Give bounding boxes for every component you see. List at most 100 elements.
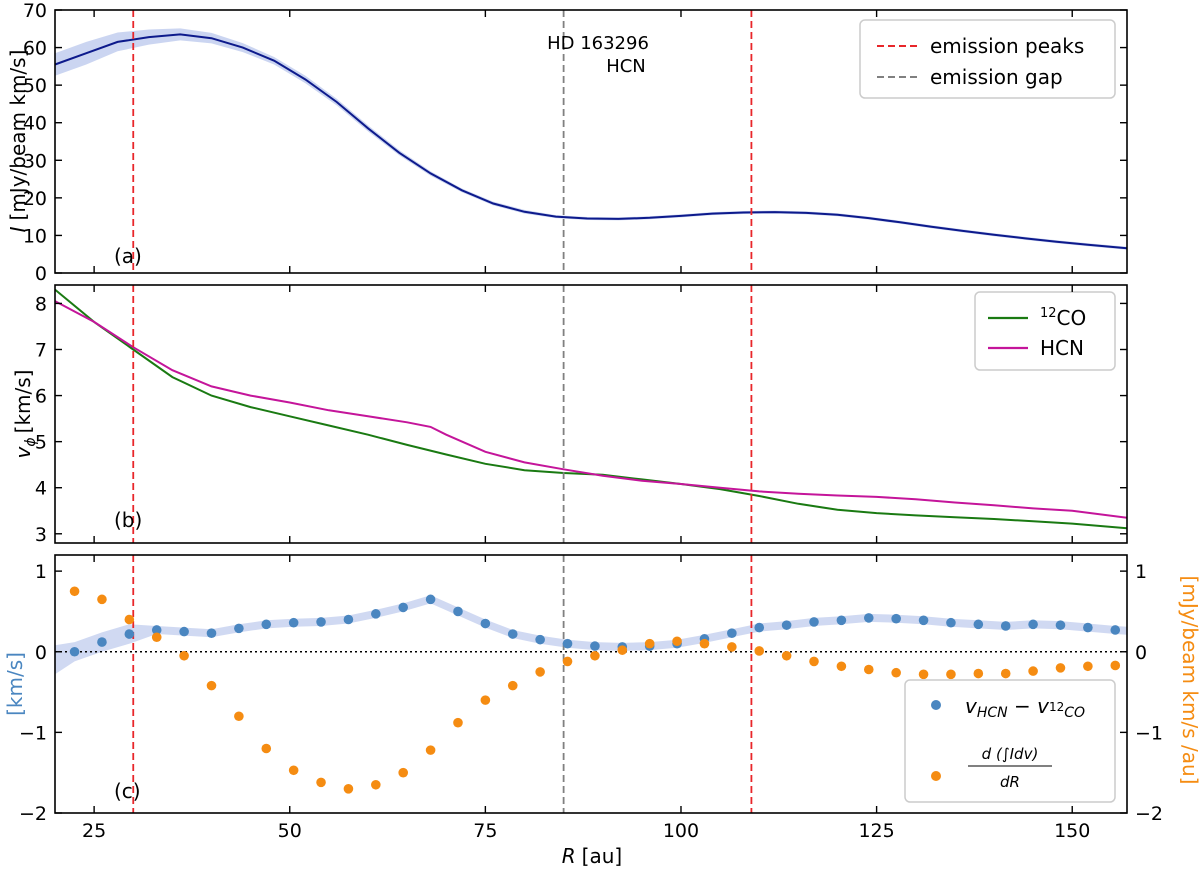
velocity-diff-point xyxy=(343,614,354,625)
x-tick-label: 125 xyxy=(858,820,894,842)
y-tick-label: −2 xyxy=(19,803,47,825)
velocity-diff-point xyxy=(1000,621,1011,631)
legend-c: vHCN − v12CO d (∫Idv) dR xyxy=(904,679,1116,803)
ylabel-c-left: [km/s] xyxy=(3,652,27,716)
panel-label-a: (a) xyxy=(114,244,142,268)
intensity-derivative-point xyxy=(535,667,545,677)
panel-a: HD 163296 HCN (a) emission peaks emissio… xyxy=(6,0,1128,285)
velocity-diff-point xyxy=(425,594,436,605)
y-tick-label-right: −1 xyxy=(1135,722,1163,744)
intensity-derivative-point xyxy=(97,594,107,605)
co-velocity-line xyxy=(55,288,1127,530)
velocity-diff-point xyxy=(946,617,956,628)
intensity-derivative-point xyxy=(371,779,381,790)
intensity-derivative-point xyxy=(781,650,792,661)
legend-label-gap: emission gap xyxy=(930,65,1063,89)
velocity-diff-band xyxy=(55,595,1127,675)
velocity-diff-point xyxy=(1028,619,1038,630)
intensity-derivative-point xyxy=(973,668,984,679)
legend-label-deriv-den: dR xyxy=(1000,773,1020,791)
intensity-derivative-point xyxy=(918,669,929,680)
intensity-derivative-point xyxy=(1083,661,1093,672)
intensity-derivative-point xyxy=(288,765,299,776)
ylabel-a: I[mJy/beam km/s] xyxy=(6,50,30,233)
y-tick-label: 20 xyxy=(23,188,47,210)
velocity-diff-point xyxy=(234,623,244,634)
velocity-diff-point xyxy=(891,613,901,624)
velocity-diff-point xyxy=(918,615,929,626)
velocity-diff-point xyxy=(453,606,463,617)
intensity-derivative-point xyxy=(151,632,162,643)
intensity-derivative-point xyxy=(234,711,244,722)
velocity-diff-point xyxy=(179,626,189,637)
intensity-derivative-point xyxy=(179,650,189,661)
panel-label-c: (c) xyxy=(114,779,141,803)
intensity-derivative-point xyxy=(1028,666,1038,676)
ylabel-c-right: [mJy/beam km/s /au] xyxy=(1178,576,1200,785)
y-tick-label: 6 xyxy=(35,386,47,408)
legend-label-co: 12CO xyxy=(1040,306,1086,330)
intensity-derivative-point xyxy=(480,695,491,705)
legend-box xyxy=(974,291,1116,371)
velocity-diff-point xyxy=(535,634,545,645)
velocity-diff-point xyxy=(124,629,135,639)
velocity-diff-point xyxy=(863,613,874,623)
velocity-diff-point xyxy=(206,628,217,639)
y-tick-label-right: −2 xyxy=(1135,803,1163,825)
intensity-derivative-point xyxy=(1110,660,1121,671)
velocity-diff-point xyxy=(562,638,573,649)
intensity-derivative-point xyxy=(617,645,628,655)
hcn-velocity-line xyxy=(55,300,1127,519)
intensity-derivative-point xyxy=(343,784,354,794)
intensity-derivative-point xyxy=(1055,663,1066,673)
velocity-diff-point xyxy=(371,609,381,619)
velocity-diff-point xyxy=(151,625,162,635)
intensity-derivative-point xyxy=(946,669,956,680)
ylabel-b: vϕ[km/s] xyxy=(11,370,39,459)
legend-a: emission peaks emission gap xyxy=(859,19,1116,99)
y-tick-label: 3 xyxy=(35,524,47,546)
legend-box xyxy=(904,679,1116,803)
velocity-diff-point xyxy=(1083,622,1093,633)
x-tick-label: 150 xyxy=(1054,820,1090,842)
velocity-diff-point xyxy=(398,602,409,613)
velocity-diff-point xyxy=(316,617,326,627)
intensity-derivative-point xyxy=(891,667,901,678)
velocity-diff-point xyxy=(836,615,847,626)
axes-frame-c xyxy=(54,554,1128,814)
line-annotation: HCN xyxy=(606,56,646,77)
intensity-derivative-point xyxy=(1000,668,1011,679)
velocity-diff-point xyxy=(97,637,107,647)
x-tick-label: 75 xyxy=(473,820,497,842)
y-tick-label: 0 xyxy=(35,642,47,664)
y-tick-label-right: 0 xyxy=(1135,642,1147,664)
intensity-derivative-point xyxy=(590,650,600,661)
intensity-derivative-point xyxy=(836,661,847,672)
y-tick-label: 1 xyxy=(35,561,47,583)
velocity-diff-point xyxy=(507,629,518,639)
panel-c: (c) vHCN − v12CO d (∫Idv) dR 25 50 75 100 12… xyxy=(3,554,1200,868)
x-tick-label: 100 xyxy=(663,820,699,842)
y-tick-label: −1 xyxy=(19,722,47,744)
intensity-derivative-point xyxy=(562,656,573,667)
intensity-derivative-point xyxy=(809,656,819,667)
y-tick-label: 60 xyxy=(23,38,47,60)
intensity-derivative-point xyxy=(453,717,463,728)
x-tick-label: 25 xyxy=(82,820,106,842)
legend-label-deriv-num: d (∫Idv) xyxy=(982,745,1039,763)
intensity-derivative-point xyxy=(69,586,80,597)
intensity-derivative-point xyxy=(124,614,135,625)
velocity-diff-point xyxy=(809,617,819,627)
y-tick-label: 5 xyxy=(35,432,47,454)
panel-label-b: (b) xyxy=(114,508,142,532)
velocity-diff-point xyxy=(261,619,272,630)
velocity-diff-point xyxy=(480,618,491,629)
intensity-derivative-point xyxy=(644,638,655,649)
y-tick-label: 10 xyxy=(23,225,47,247)
legend-b: 12CO HCN xyxy=(974,291,1116,371)
velocity-diff-point xyxy=(1110,625,1121,635)
intensity-derivative-point xyxy=(316,777,326,788)
y-tick-label: 7 xyxy=(35,340,47,362)
velocity-diff-point xyxy=(781,620,792,630)
